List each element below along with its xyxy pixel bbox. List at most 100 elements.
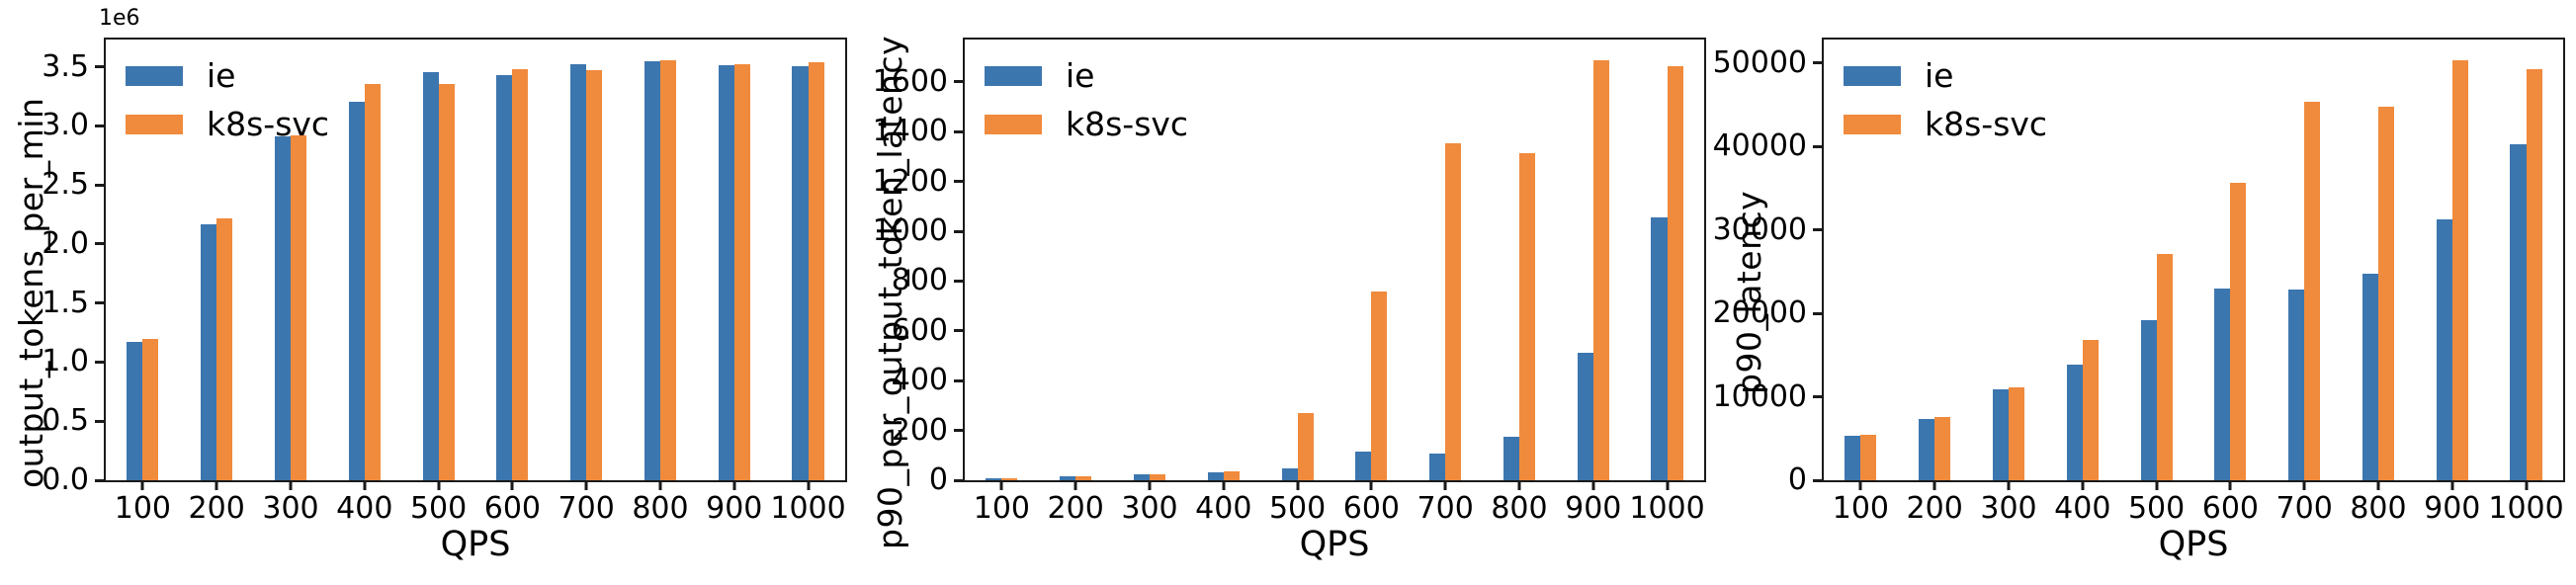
y-tick-label: 0.0 (42, 462, 89, 497)
x-axis-label: QPS (1299, 525, 1370, 564)
bar-ie (1060, 476, 1076, 480)
y-tick-label: 50000 (1712, 44, 1807, 80)
legend-swatch-ie-icon (985, 65, 1042, 86)
bar-k8s-svc (2451, 60, 2468, 480)
y-tick-mark (954, 378, 965, 382)
y-tick-label: 3.5 (42, 48, 89, 84)
y-tick-mark (1813, 311, 1824, 315)
x-tick-label: 100 (1832, 491, 1890, 526)
y-tick-label: 1200 (872, 163, 948, 199)
bar-k8s-svc (1592, 60, 1609, 480)
bar-group-700: 700 (2268, 40, 2342, 524)
bar-group-400: 400 (327, 40, 401, 524)
y-tick-label: 2.5 (42, 167, 89, 203)
bar-k8s-svc (1667, 66, 1683, 480)
y-tick-mark (1813, 478, 1824, 482)
x-tick-label: 400 (336, 491, 393, 526)
bar-ie (201, 223, 217, 480)
y-tick-label: 1.5 (42, 285, 89, 320)
y-tick-mark (954, 180, 965, 184)
bar-group-500: 500 (2119, 40, 2193, 524)
legend-label-ie: ie (207, 56, 236, 95)
y-tick-label: 20000 (1712, 295, 1807, 331)
bar-group-500: 500 (1260, 40, 1334, 524)
bar-ie (1845, 436, 1861, 480)
x-tick-mark (363, 480, 367, 490)
bar-ie (2436, 218, 2452, 480)
bar-group-900: 900 (1556, 40, 1630, 524)
bar-ie (718, 65, 734, 480)
legend: ie k8s-svc (126, 59, 329, 140)
bar-group-300: 300 (1113, 40, 1187, 524)
x-tick-label: 400 (2054, 491, 2111, 526)
bar-ie (1355, 452, 1372, 480)
chart-output-tokens-per-min: output_tokens_per_min 1e6 100 200 300 400 50… (0, 0, 859, 585)
x-tick-mark (2007, 480, 2011, 490)
bars: 100 200 300 400 500 600 700 800 900 1000 (965, 40, 1705, 524)
x-tick-label: 900 (706, 491, 763, 526)
chart-p90-per-output-token-latency: p90_per_output_token_latency 100 200 300 40… (859, 0, 1718, 585)
bar-ie (792, 65, 809, 480)
x-tick-label: 1000 (1629, 491, 1705, 526)
y-tick-label: 1400 (872, 114, 948, 149)
x-tick-label: 500 (409, 491, 468, 526)
x-tick-label: 100 (114, 491, 172, 526)
x-tick-label: 900 (2424, 491, 2481, 526)
bar-k8s-svc (1001, 477, 1018, 480)
bar-k8s-svc (438, 84, 455, 480)
x-tick-label: 600 (483, 491, 542, 526)
y-tick-label: 200 (891, 412, 948, 448)
x-tick-label: 400 (1195, 491, 1252, 526)
y-tick-mark (1813, 228, 1824, 232)
bar-ie (1651, 216, 1668, 480)
bar-ie (1992, 388, 2009, 480)
bar-group-800: 800 (1483, 40, 1557, 524)
bar-group-700: 700 (1409, 40, 1483, 524)
bar-k8s-svc (364, 84, 381, 480)
y-tick-mark (95, 360, 106, 364)
legend: ie k8s-svc (985, 59, 1188, 140)
bar-group-600: 600 (1334, 40, 1409, 524)
bars: 100 200 300 400 500 600 700 800 900 1000 (106, 40, 846, 524)
legend-label-k8s-svc: k8s-svc (207, 105, 330, 143)
legend-label-ie: ie (1925, 56, 1954, 95)
bar-ie (1429, 454, 1446, 480)
bar-k8s-svc (586, 70, 603, 480)
bar-group-400: 400 (1186, 40, 1260, 524)
bar-ie (496, 74, 513, 480)
y-tick-mark (954, 80, 965, 84)
x-tick-mark (2525, 480, 2529, 490)
y-tick-mark (1813, 61, 1824, 65)
x-tick-label: 300 (1121, 491, 1178, 526)
x-tick-label: 700 (1417, 491, 1474, 526)
bar-group-1000: 1000 (1629, 40, 1705, 524)
bar-k8s-svc (2526, 68, 2542, 480)
bar-ie (2361, 274, 2378, 480)
legend-label-ie: ie (1066, 56, 1095, 95)
x-axis-label: QPS (2158, 525, 2229, 564)
x-tick-mark (510, 480, 514, 490)
x-tick-label: 300 (1980, 491, 2037, 526)
x-tick-mark (658, 480, 662, 490)
x-tick-mark (1666, 480, 1670, 490)
x-tick-label: 500 (1268, 491, 1327, 526)
y-tick-mark (95, 183, 106, 187)
bar-k8s-svc (512, 68, 529, 480)
y-tick-mark (954, 478, 965, 482)
legend-swatch-k8s-svc-icon (126, 114, 183, 134)
bar-ie (1133, 474, 1150, 480)
bar-k8s-svc (1075, 475, 1092, 480)
x-tick-label: 800 (1491, 491, 1548, 526)
bar-k8s-svc (216, 217, 233, 480)
x-tick-mark (1443, 480, 1447, 490)
bar-ie (127, 342, 143, 480)
y-tick-label: 30000 (1712, 211, 1807, 247)
x-tick-mark (732, 480, 736, 490)
bar-group-100: 100 (106, 40, 180, 524)
x-tick-label: 100 (973, 491, 1031, 526)
bar-ie (570, 64, 587, 480)
bar-k8s-svc (2304, 102, 2321, 480)
bar-k8s-svc (142, 339, 159, 480)
bar-k8s-svc (808, 62, 824, 480)
bar-group-600: 600 (475, 40, 550, 524)
